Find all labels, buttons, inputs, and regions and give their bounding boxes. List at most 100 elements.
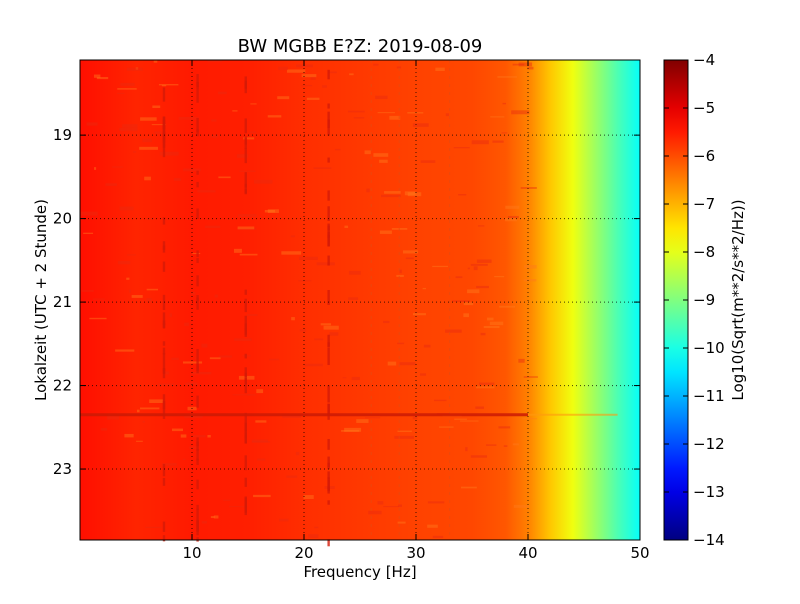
persistent-line-segment [244, 367, 247, 377]
persistent-line-segment [196, 275, 199, 287]
persistent-line-segment [327, 225, 330, 238]
persistent-line-segment [162, 401, 166, 419]
persistent-line-segment [162, 261, 166, 272]
persistent-line-segment [162, 535, 166, 542]
persistent-line-segment [327, 157, 330, 163]
persistent-line-segment [196, 258, 199, 264]
persistent-line-segment [244, 432, 247, 439]
colorbar-tick-label: −4 [693, 51, 715, 69]
persistent-line-segment [327, 289, 330, 305]
persistent-line-segment [196, 87, 199, 103]
persistent-line-segment [327, 234, 330, 247]
colorbar-tick-label: −9 [693, 291, 715, 309]
persistent-line-segment [196, 170, 199, 175]
persistent-line-segment [196, 208, 199, 220]
persistent-line-segment [244, 353, 247, 359]
persistent-line-segment [162, 312, 166, 328]
colorbar-tick-label: −5 [693, 99, 715, 117]
persistent-line-segment [196, 181, 199, 188]
x-axis-label: Frequency [Hz] [303, 563, 416, 581]
persistent-line-segment [196, 537, 199, 542]
x-tick-label: 40 [518, 544, 537, 562]
spectrogram-image [80, 60, 640, 540]
persistent-line-segment [244, 328, 247, 337]
persistent-line-segment [244, 289, 247, 295]
colorbar-tick-label: −11 [693, 387, 725, 405]
x-tick-label: 20 [294, 544, 313, 562]
persistent-line-segment [162, 368, 166, 374]
persistent-line-segment [162, 87, 166, 102]
colorbar-tick-label: −8 [693, 243, 715, 261]
persistent-line-segment [327, 347, 330, 366]
persistent-line-segment [327, 334, 330, 347]
persistent-line-segment [196, 363, 199, 371]
persistent-line-segment [244, 298, 247, 313]
persistent-line-segment [196, 250, 199, 258]
persistent-line-segment [196, 441, 199, 451]
persistent-line-segment [196, 504, 199, 510]
y-tick-label: 21 [53, 293, 72, 311]
persistent-line-segment [162, 463, 166, 477]
persistent-line-segment [196, 395, 199, 408]
persistent-line-segment [327, 385, 330, 403]
persistent-line-segment [327, 500, 330, 505]
persistent-line-segment [162, 477, 166, 486]
y-tick-label: 19 [53, 126, 72, 144]
persistent-line-segment [196, 479, 199, 490]
colorbar-tick-label: −10 [693, 339, 725, 357]
persistent-line-segment [244, 315, 247, 331]
persistent-line-segment [244, 172, 247, 188]
persistent-line-segment [327, 477, 330, 494]
persistent-line-segment [162, 122, 166, 137]
persistent-line-segment [162, 217, 166, 225]
persistent-line-segment [244, 412, 247, 431]
persistent-line-segment [244, 148, 247, 164]
colorbar-tick-label: −12 [693, 435, 725, 453]
persistent-line-segment [162, 132, 166, 146]
persistent-line-segment [162, 369, 166, 379]
persistent-line-segment [327, 462, 330, 468]
persistent-line-segment [196, 449, 199, 461]
y-axis-label: Lokalzeit (UTC + 2 Stunde) [32, 199, 50, 401]
persistent-line-segment [244, 477, 247, 487]
persistent-line-segment [327, 539, 330, 547]
persistent-line-segment [196, 348, 199, 366]
persistent-line-segment [162, 353, 166, 371]
persistent-line-segment [327, 190, 330, 201]
persistent-line-segment [162, 521, 166, 532]
y-tick-label: 23 [53, 460, 72, 478]
persistent-line-segment [196, 82, 199, 87]
persistent-line-segment [244, 118, 247, 134]
colorbar-tick-label: −6 [693, 147, 715, 165]
x-tick-label: 50 [630, 544, 649, 562]
persistent-line-segment [327, 206, 330, 222]
persistent-line-segment [196, 508, 199, 527]
persistent-line-segment [162, 144, 166, 158]
persistent-line-segment [244, 183, 247, 195]
y-tick-label: 22 [53, 377, 72, 395]
x-tick-label: 10 [182, 544, 201, 562]
persistent-line-segment [327, 103, 330, 109]
persistent-line-segment [196, 458, 199, 466]
x-tick-label: 30 [406, 544, 425, 562]
persistent-line-segment [162, 245, 166, 250]
plot-frame [79, 59, 641, 541]
persistent-line-segment [196, 117, 199, 133]
colorbar-tick-label: −14 [693, 531, 725, 549]
persistent-line-segment [196, 297, 199, 310]
persistent-line-segment [244, 378, 247, 394]
persistent-line-segment [327, 111, 330, 128]
persistent-line-segment [162, 341, 166, 346]
persistent-line-segment [244, 455, 247, 471]
persistent-line-segment [327, 471, 330, 480]
persistent-line-segment [327, 255, 330, 266]
persistent-line-segment [244, 76, 247, 88]
chart-title: BW MGBB E?Z: 2019-08-09 [238, 36, 483, 57]
persistent-line-segment [327, 69, 330, 80]
colorbar-label: Log10(Sqrt(m**2/s**2/Hz)) [729, 199, 747, 400]
persistent-line-segment [196, 129, 199, 137]
colorbar-tick-label: −13 [693, 483, 725, 501]
y-tick-label: 20 [53, 210, 72, 228]
